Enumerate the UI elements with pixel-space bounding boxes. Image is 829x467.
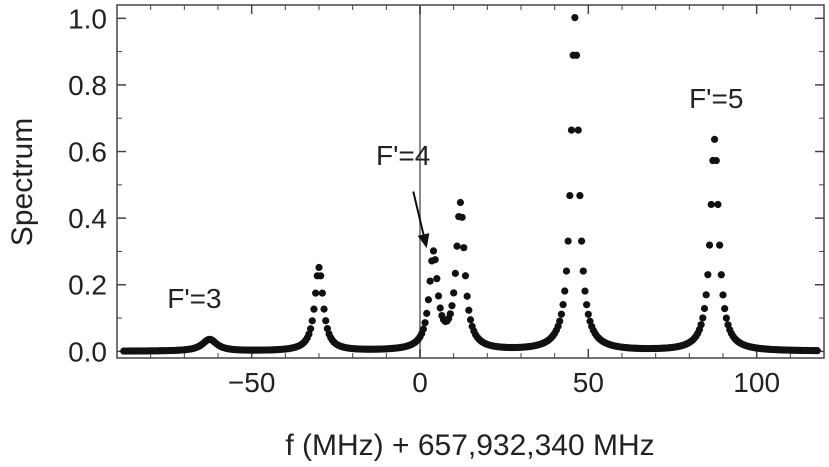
data-point <box>429 247 438 255</box>
peak-label: F'=5 <box>689 83 743 114</box>
y-tick-label: 0.4 <box>68 203 107 234</box>
data-point <box>320 305 328 313</box>
plot-frame <box>116 4 825 359</box>
data-point <box>308 317 316 325</box>
data-point <box>561 287 569 295</box>
data-point <box>421 319 429 327</box>
data-point <box>702 291 710 299</box>
data-point <box>318 289 326 297</box>
data-point <box>584 310 592 318</box>
data-point <box>562 267 571 275</box>
data-point <box>571 14 579 22</box>
x-tick-label: 0 <box>412 367 428 398</box>
data-point <box>717 271 725 279</box>
peak-label: F'=4 <box>376 140 430 171</box>
data-point <box>315 263 323 272</box>
data-point <box>322 317 330 325</box>
x-tick-label: 100 <box>733 367 780 398</box>
data-point <box>566 191 574 200</box>
data-point <box>317 272 325 280</box>
data-point <box>557 310 566 318</box>
data-point <box>450 289 458 297</box>
data-point <box>448 302 456 310</box>
data-point <box>572 51 581 59</box>
data-point <box>697 321 705 329</box>
data-point <box>567 126 576 134</box>
data-point <box>433 275 441 283</box>
data-point <box>436 304 444 312</box>
data-point <box>451 269 459 277</box>
data-point <box>700 304 709 313</box>
data-point <box>583 301 591 309</box>
data-point <box>705 241 714 249</box>
data-point <box>453 242 461 250</box>
data-point <box>434 292 443 300</box>
data-point <box>431 256 439 264</box>
data-point <box>704 271 712 279</box>
y-tick-label: 0.6 <box>68 137 107 168</box>
data-point <box>559 301 567 309</box>
data-point <box>578 237 586 245</box>
y-axis-ticks: 0.0 0.2 0.4 0.6 0.8 1.0 <box>68 3 824 367</box>
data-point <box>446 310 454 318</box>
data-point <box>576 191 584 200</box>
data-point <box>458 213 466 221</box>
data-point <box>463 292 471 300</box>
data-point <box>426 277 434 285</box>
y-axis-title: Spectrum <box>6 118 39 246</box>
data-point <box>813 347 821 355</box>
data-point <box>714 200 722 209</box>
y-tick-label: 0.8 <box>68 70 107 101</box>
data-point <box>716 241 724 249</box>
data-point <box>707 200 715 209</box>
data-point <box>460 244 468 252</box>
y-tick-label: 0.2 <box>68 270 107 301</box>
data-point <box>310 305 318 313</box>
data-point <box>461 272 470 280</box>
y-tick-label: 0.0 <box>68 336 107 367</box>
data-point <box>721 305 729 313</box>
data-point <box>456 198 464 207</box>
x-tick-label: 50 <box>573 367 604 398</box>
data-point <box>581 287 589 295</box>
peak-label: F'=3 <box>167 283 221 314</box>
x-axis-title: f (MHz) + 657,932,340 MHz <box>285 429 654 462</box>
data-point <box>306 325 315 333</box>
data-point <box>579 267 587 275</box>
f4-arrowhead <box>417 233 430 249</box>
data-point <box>312 289 320 297</box>
data-point <box>722 314 730 322</box>
y-tick-label: 1.0 <box>68 3 107 34</box>
data-point <box>423 309 431 317</box>
data-point <box>574 126 582 134</box>
data-point <box>419 325 427 333</box>
data-point <box>710 135 719 143</box>
data-point <box>466 316 475 324</box>
data-points <box>120 14 821 355</box>
data-point <box>465 306 473 314</box>
data-point <box>556 317 564 325</box>
data-point <box>712 156 720 165</box>
data-point <box>699 314 707 322</box>
f4-arrow <box>412 191 425 235</box>
data-point <box>424 296 433 304</box>
x-tick-label: −50 <box>228 367 276 398</box>
data-point <box>719 291 727 299</box>
peak-annotations: F'=3 F'=4 F'=5 <box>167 83 743 314</box>
data-point <box>564 237 572 245</box>
x-axis-ticks: −50 0 50 100 <box>150 5 825 398</box>
